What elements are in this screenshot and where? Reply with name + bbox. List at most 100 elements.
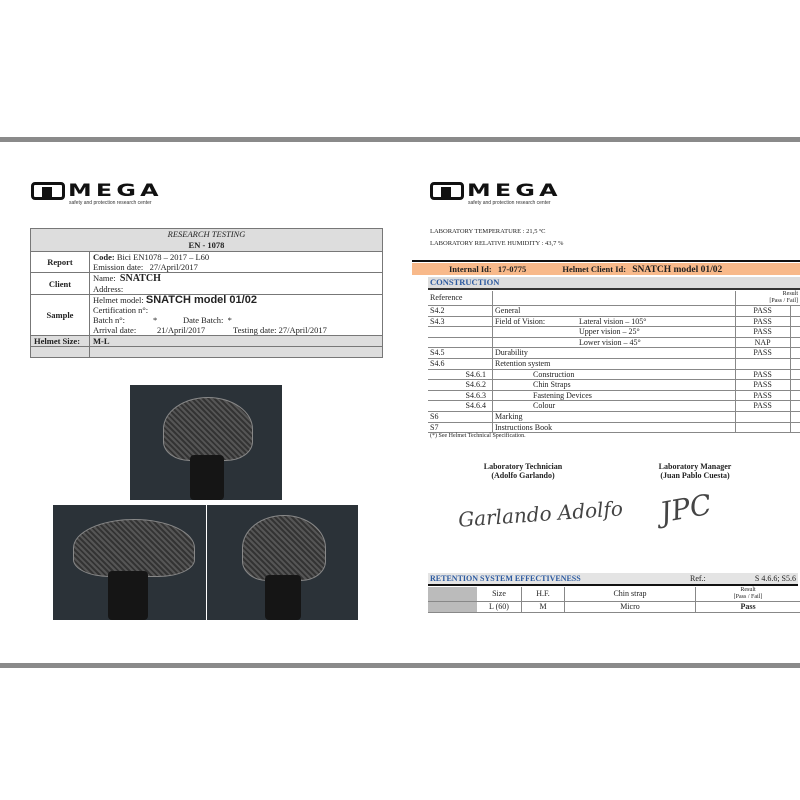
construction-sub xyxy=(577,358,736,370)
arrival-value: 21/April/2017 xyxy=(157,325,206,335)
report-title: RESEARCH TESTING xyxy=(167,229,246,239)
cert-label: Certification n°: xyxy=(93,305,149,315)
construction-result: PASS xyxy=(734,400,791,412)
construction-result: PASS xyxy=(734,390,791,402)
construction-desc: Field of Vision: xyxy=(492,316,577,328)
construction-desc: Marking xyxy=(492,411,577,423)
reference-header: Reference xyxy=(428,291,493,306)
construction-desc: Chin Straps xyxy=(492,379,736,391)
manager-signature: JPC xyxy=(657,487,714,530)
result-subheader: [Pass / Fail] xyxy=(769,298,798,304)
construction-row: S4.6.4 Colour PASS xyxy=(428,400,800,412)
client-name: SNATCH xyxy=(119,273,161,284)
result-header: Result xyxy=(782,291,798,297)
chin-strap-header: Chin strap xyxy=(564,587,696,602)
ref-value: S 4.6.6; S5.6 xyxy=(754,574,796,583)
construction-table: Reference Result [Pass / Fail] S4.2 Genera… xyxy=(428,291,800,434)
construction-row: Upper vision – 25° PASS xyxy=(428,326,800,338)
footnote: (*) See Helmet Technical Specification. xyxy=(430,433,526,439)
construction-sub: Lateral vision – 105° xyxy=(577,316,736,328)
construction-desc xyxy=(492,337,577,349)
divider xyxy=(412,260,800,262)
address-label: Address: xyxy=(93,284,124,294)
construction-result: PASS xyxy=(734,316,791,328)
manager-block: Laboratory Manager (Juan Pablo Cuesta) xyxy=(620,462,770,480)
construction-desc: Durability xyxy=(492,347,577,359)
construction-ref: S4.3 xyxy=(428,316,493,328)
testing-value: 27/April/2017 xyxy=(278,325,327,335)
construction-ref: S4.2 xyxy=(428,305,493,317)
construction-ref: S7 xyxy=(428,422,493,434)
size-value: L (60) xyxy=(477,601,522,613)
client-id: SNATCH model 01/02 xyxy=(632,265,723,275)
construction-row: S4.6.1 Construction PASS xyxy=(428,369,800,381)
construction-header: CONSTRUCTION xyxy=(428,277,800,290)
construction-desc: Construction xyxy=(492,369,736,381)
blank-cell xyxy=(790,422,800,434)
emission-value: 27/April/2017 xyxy=(149,262,198,272)
technician-title: Laboratory Technician xyxy=(483,462,563,471)
construction-row: S4.6.3 Fastening Devices PASS xyxy=(428,390,800,402)
blank-cell xyxy=(790,337,800,349)
internal-id: 17-0775 xyxy=(497,264,527,274)
arrival-label: Arrival date: xyxy=(93,325,137,335)
omega-logo-right: MEGA safety and protection research cent… xyxy=(430,182,558,206)
construction-result xyxy=(734,422,791,434)
construction-desc: General xyxy=(492,305,577,317)
helmet-photo-back xyxy=(207,505,358,620)
blank-cell xyxy=(790,316,800,328)
result-value: Pass xyxy=(695,601,800,613)
blank-cell xyxy=(790,358,800,370)
construction-result xyxy=(734,358,791,370)
lab-humidity: LABORATORY RELATIVE HUMIDITY : 43,7 % xyxy=(430,240,564,247)
date-batch-label: Date Batch: xyxy=(183,315,224,325)
construction-desc: Colour xyxy=(492,400,736,412)
construction-result: PASS xyxy=(734,369,791,381)
size-value: M-L xyxy=(89,335,383,347)
batch-value: * xyxy=(153,315,158,325)
construction-desc xyxy=(492,326,577,338)
blank-cell xyxy=(790,305,800,317)
chin-strap-value: Micro xyxy=(564,601,696,613)
logo-text: MEGA xyxy=(68,181,163,201)
batch-label: Batch n°: xyxy=(93,315,125,325)
lab-temperature: LABORATORY TEMPERATURE : 21,5 ºC xyxy=(430,228,546,235)
construction-desc: Instructions Book xyxy=(492,422,577,434)
blank-cell xyxy=(790,400,800,412)
model-value: SNATCH model 01/02 xyxy=(145,294,257,306)
retention-title: RETENTION SYSTEM EFFECTIVENESS xyxy=(430,574,581,583)
blank-cell xyxy=(790,326,800,338)
client-id-label: Helmet Client Id: xyxy=(562,264,627,274)
bottom-divider xyxy=(0,663,800,668)
construction-row: S4.3 Field of Vision: Lateral vision – 105… xyxy=(428,316,800,328)
construction-ref: S4.6.4 xyxy=(428,400,493,412)
construction-sub: Upper vision – 25° xyxy=(577,326,736,338)
construction-row: S4.2 General PASS xyxy=(428,305,800,317)
construction-sub xyxy=(577,347,736,359)
construction-row: Lower vision – 45° NAP xyxy=(428,337,800,349)
construction-row: S4.5 Durability PASS xyxy=(428,347,800,359)
manager-name: (Juan Pablo Cuesta) xyxy=(660,471,730,480)
result-subheader: [Pass / Fail] xyxy=(733,594,763,600)
construction-desc: Fastening Devices xyxy=(492,390,736,402)
top-divider xyxy=(0,137,800,142)
construction-ref: S4.6.3 xyxy=(428,390,493,402)
size-label: Helmet Size: xyxy=(30,335,90,347)
construction-row: S4.6.2 Chin Straps PASS xyxy=(428,379,800,391)
emission-label: Emission date: xyxy=(93,262,144,272)
construction-result: NAP xyxy=(734,337,791,349)
logo-o-icon xyxy=(31,182,65,200)
construction-result: PASS xyxy=(734,347,791,359)
construction-ref xyxy=(428,337,493,349)
retention-header: RETENTION SYSTEM EFFECTIVENESS Ref.: S 4… xyxy=(428,573,798,586)
construction-ref: S4.6.1 xyxy=(428,369,493,381)
name-label: Name: xyxy=(93,273,116,283)
ref-label: Ref.: xyxy=(690,574,706,583)
construction-desc: Retention system xyxy=(492,358,577,370)
result-header: Result xyxy=(740,587,756,593)
technician-signature: Garlando Adolfo xyxy=(457,496,624,532)
construction-sub: Lower vision – 45° xyxy=(577,337,736,349)
technician-name: (Adolfo Garlando) xyxy=(491,471,555,480)
construction-ref: S4.5 xyxy=(428,347,493,359)
helmet-photo-front xyxy=(130,385,282,500)
